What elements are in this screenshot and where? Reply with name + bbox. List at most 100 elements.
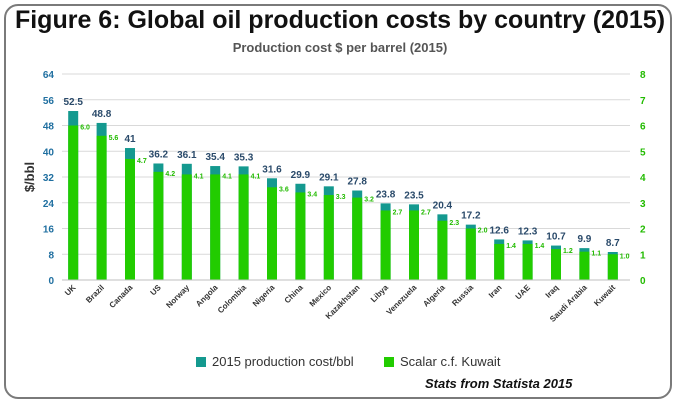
bar-scalar-kuwait — [607, 254, 618, 280]
y-axis-tick-label: 64 — [43, 70, 55, 81]
data-label-cost: 31.6 — [262, 164, 282, 175]
y2-axis-tick-label: 3 — [640, 199, 646, 210]
x-axis-tick-label: Nigeria — [251, 283, 277, 309]
data-label-scalar: 2.7 — [393, 209, 403, 216]
data-label-scalar: 1.0 — [620, 253, 630, 260]
bar-scalar-russia — [465, 228, 476, 280]
data-label-cost: 23.5 — [404, 190, 424, 201]
data-label-scalar: 4.2 — [165, 171, 175, 178]
y2-axis-tick-label: 8 — [640, 70, 646, 81]
x-axis-tick-label: Iraq — [544, 283, 561, 300]
data-label-scalar: 1.1 — [591, 251, 601, 258]
data-label-scalar: 1.2 — [563, 248, 573, 255]
y-axis-tick-label: 0 — [48, 276, 54, 287]
x-axis-tick-label: US — [149, 283, 164, 298]
x-axis-tick-label: China — [283, 283, 305, 305]
x-axis-tick-label: UK — [63, 283, 78, 298]
y-axis-tick-label: 24 — [43, 199, 55, 210]
data-label-cost: 27.8 — [347, 177, 367, 188]
data-label-scalar: 3.6 — [279, 186, 289, 193]
legend-item-cost: 2015 production cost/bbl — [196, 354, 354, 369]
y-axis-tick-label: 8 — [48, 250, 54, 261]
data-label-scalar: 3.2 — [364, 197, 374, 204]
y2-axis-tick-label: 1 — [640, 250, 646, 261]
y-axis-tick-label: 16 — [43, 225, 55, 236]
y-axis-tick-label: 32 — [43, 173, 55, 184]
y2-axis-tick-label: 7 — [640, 96, 646, 107]
y-axis-tick-label: 48 — [43, 122, 55, 133]
bar-scalar-norway — [181, 174, 192, 280]
bar-scalar-us — [153, 171, 164, 280]
data-label-scalar: 4.1 — [222, 173, 232, 180]
x-axis-tick-label: Brazil — [84, 283, 106, 305]
x-axis-tick-label: Colombia — [216, 283, 249, 316]
data-label-cost: 12.6 — [489, 225, 509, 236]
bar-scalar-colombia — [238, 174, 249, 280]
data-label-cost: 17.2 — [461, 211, 481, 222]
data-label-cost: 9.9 — [577, 234, 591, 245]
y2-axis-tick-label: 5 — [640, 147, 646, 158]
data-label-scalar: 3.3 — [336, 194, 346, 201]
data-label-cost: 10.7 — [546, 232, 566, 243]
data-label-cost: 20.4 — [433, 200, 453, 211]
y2-axis-tick-label: 4 — [640, 173, 646, 184]
data-label-cost: 29.1 — [319, 172, 339, 183]
data-label-cost: 41 — [124, 134, 136, 145]
y2-axis-tick-label: 0 — [640, 276, 646, 287]
bar-scalar-uk — [68, 125, 79, 280]
x-axis-tick-label: Iran — [487, 283, 504, 300]
legend-swatch-cost — [196, 356, 206, 367]
x-axis-tick-label: Kuwait — [592, 283, 617, 308]
legend-label-cost: 2015 production cost/bbl — [212, 354, 354, 369]
data-label-cost: 23.8 — [376, 189, 396, 200]
y2-axis-tick-label: 6 — [640, 122, 646, 133]
data-label-scalar: 2.3 — [449, 220, 459, 227]
legend-swatch-scalar — [384, 356, 394, 367]
data-label-scalar: 6.0 — [80, 125, 90, 132]
bar-scalar-iran — [494, 243, 505, 280]
bar-scalar-mexico — [323, 195, 334, 280]
x-axis-tick-label: Algeria — [421, 283, 447, 309]
x-axis-tick-label: Norway — [164, 283, 191, 310]
data-label-scalar: 2.7 — [421, 209, 431, 216]
x-axis-tick-label: Angola — [194, 283, 220, 309]
bar-scalar-canada — [125, 158, 135, 280]
figure-title: Figure 6: Global oil production costs by… — [14, 6, 666, 34]
data-label-cost: 35.3 — [234, 152, 254, 163]
x-axis-tick-label: Libya — [369, 283, 391, 305]
x-axis-tick-label: Russia — [450, 283, 475, 308]
x-axis-tick-label: Venezuela — [385, 283, 419, 317]
y-axis-tick-label: 40 — [43, 147, 55, 158]
figure-frame — [4, 4, 672, 399]
x-axis-tick-label: Mexico — [308, 283, 334, 309]
bar-scalar-angola — [210, 174, 221, 280]
source-note: Stats from Statista 2015 — [425, 376, 573, 391]
data-label-scalar: 5.6 — [109, 135, 119, 142]
data-label-scalar: 4.7 — [137, 158, 147, 165]
bar-scalar-uae — [522, 243, 533, 280]
data-label-cost: 29.9 — [291, 170, 311, 181]
bar-scalar-nigeria — [267, 187, 277, 280]
legend-label-scalar: Scalar c.f. Kuwait — [400, 354, 501, 369]
data-label-scalar: 4.1 — [251, 173, 261, 180]
chart-subtitle: Production cost $ per barrel (2015) — [232, 40, 448, 55]
data-label-cost: 35.4 — [205, 152, 225, 163]
data-label-cost: 36.2 — [149, 149, 169, 160]
bar-scalar-libya — [380, 210, 391, 280]
data-label-cost: 8.7 — [606, 238, 620, 249]
data-label-scalar: 3.4 — [307, 191, 317, 198]
data-label-cost: 52.5 — [63, 97, 83, 108]
data-label-scalar: 1.4 — [506, 243, 516, 250]
data-label-scalar: 2.0 — [478, 228, 488, 235]
legend-item-scalar: Scalar c.f. Kuwait — [384, 354, 500, 369]
bar-scalar-china — [295, 192, 306, 280]
data-label-scalar: 4.1 — [194, 173, 204, 180]
data-label-scalar: 1.4 — [535, 243, 545, 250]
bar-scalar-kazakhstan — [352, 197, 363, 280]
x-axis-tick-label: UAE — [514, 283, 533, 302]
data-label-cost: 36.1 — [177, 150, 197, 161]
y-axis-tick-label: 56 — [43, 96, 55, 107]
y-axis-label: $/bbl — [22, 162, 37, 192]
bar-scalar-venezuela — [409, 210, 419, 280]
